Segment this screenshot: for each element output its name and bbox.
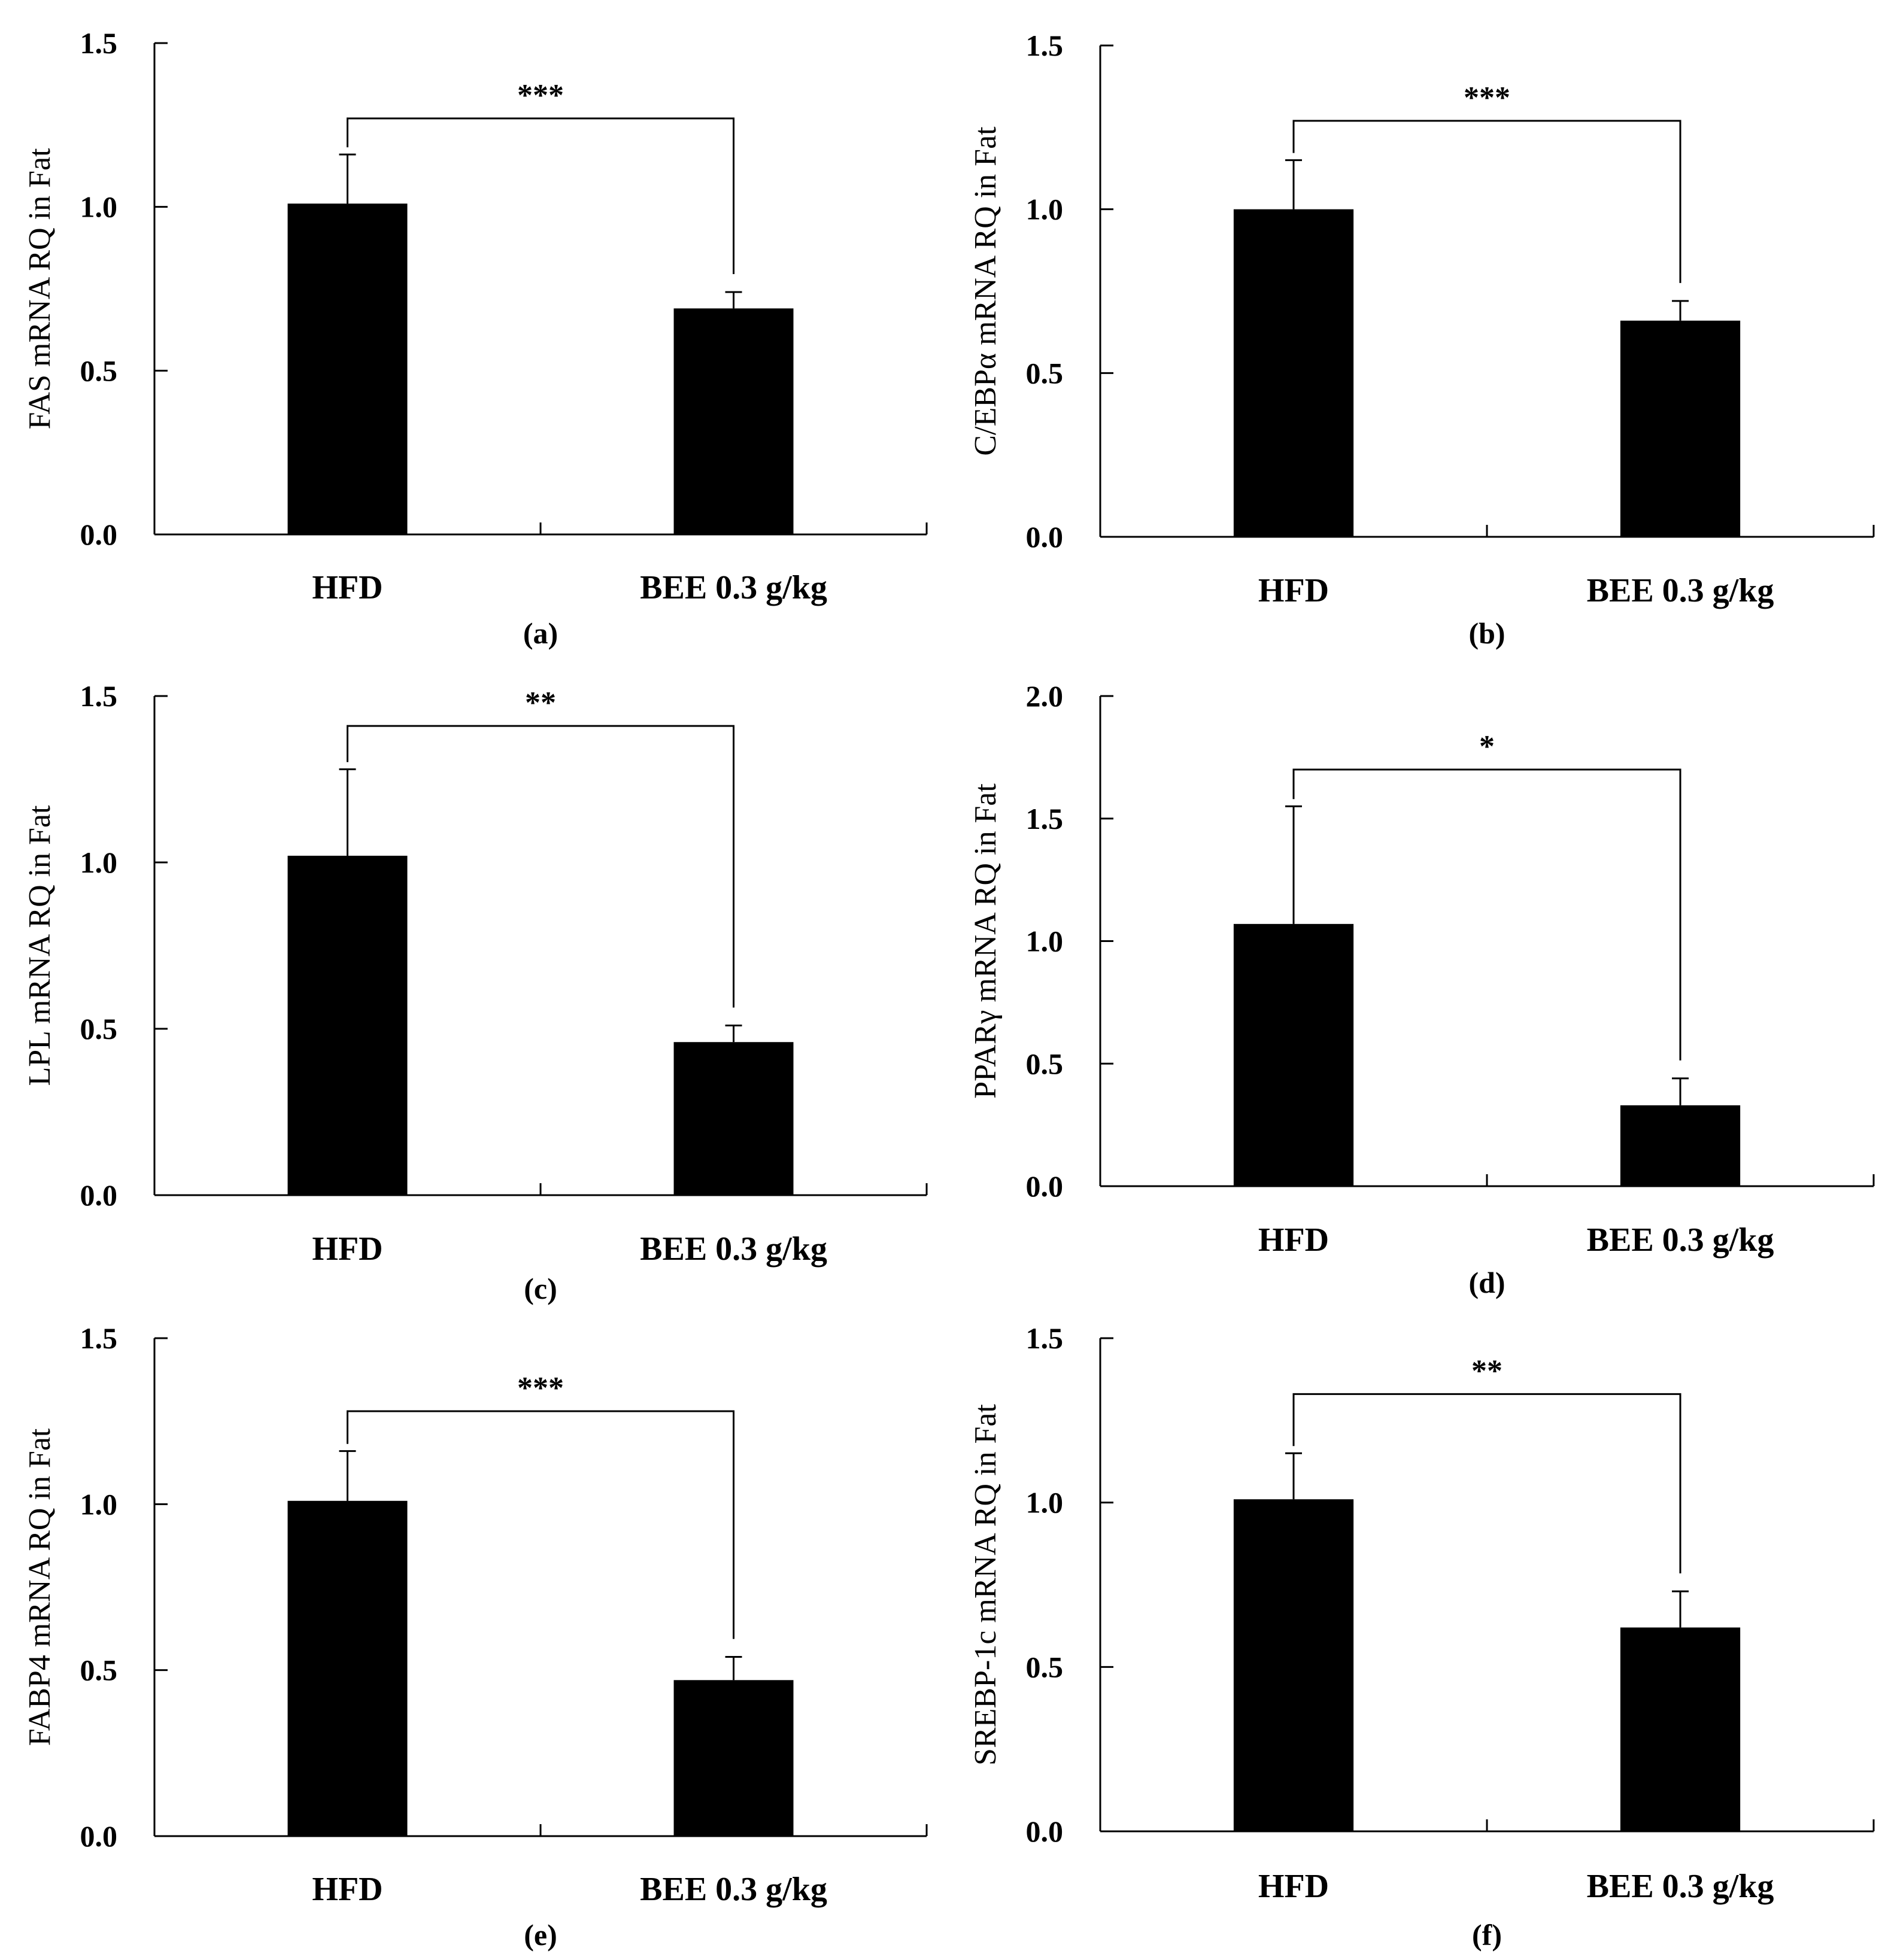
significance-bracket	[347, 1410, 734, 1639]
y-tick-label: 1.0	[80, 846, 118, 879]
significance-bracket	[347, 117, 734, 274]
category-label: BEE 0.3 g/kg	[1587, 572, 1774, 609]
y-tick-label: 2.0	[1026, 679, 1064, 713]
panel-label: (a)	[523, 616, 558, 650]
significance-bracket	[1292, 1393, 1681, 1573]
significance-bracket	[347, 725, 734, 1008]
y-tick-label: 1.5	[1026, 802, 1064, 835]
chart-panel-2: 0.0 0.5 1.0 1.5 HFD BEE 0.3 g/kg *** C/EBPα mRN…	[969, 29, 1875, 650]
bar	[1233, 923, 1354, 1186]
bar	[1233, 1499, 1354, 1831]
y-tick-label: 1.0	[80, 190, 118, 224]
chart-panel-3: 0.0 0.5 1.0 1.5 HFD BEE 0.3 g/kg ** LPL mRNA RQ…	[23, 679, 928, 1305]
significance-label: ***	[517, 1371, 564, 1405]
y-axis-label: FABP4 mRNA RQ in Fat	[23, 1428, 57, 1746]
category-label: BEE 0.3 g/kg	[1587, 1221, 1774, 1259]
y-tick-label: 0.0	[80, 518, 118, 551]
panel-label: (c)	[524, 1272, 557, 1305]
category-label: HFD	[312, 569, 383, 606]
y-tick-label: 1.0	[80, 1487, 118, 1521]
bar	[673, 308, 794, 534]
y-tick-label: 0.5	[1026, 1650, 1064, 1684]
y-axis-label: C/EBPα mRNA RQ in Fat	[969, 126, 1003, 456]
panel-label: (e)	[524, 1918, 557, 1952]
y-tick-label: 0.5	[1026, 356, 1064, 390]
chart-panel-5: 0.0 0.5 1.0 1.5 HFD BEE 0.3 g/kg *** FABP4 mRNA…	[23, 1321, 928, 1952]
y-tick-label: 1.5	[1026, 1321, 1064, 1355]
y-tick-label: 0.0	[1026, 1815, 1064, 1848]
bar	[673, 1680, 794, 1836]
y-tick-label: 0.5	[80, 1654, 118, 1687]
panel-label: (d)	[1468, 1266, 1505, 1299]
category-label: BEE 0.3 g/kg	[640, 1871, 827, 1908]
y-tick-label: 0.5	[80, 354, 118, 387]
significance-bracket	[1292, 120, 1681, 283]
bar	[1620, 1105, 1741, 1186]
significance-label: **	[525, 686, 556, 720]
significance-label: *	[1479, 730, 1495, 764]
bar	[287, 855, 408, 1195]
y-tick-label: 1.0	[1026, 193, 1064, 226]
chart-panel-1: 0.0 0.5 1.0 1.5 HFD BEE 0.3 g/kg *** FAS mRNA R…	[23, 26, 928, 650]
y-tick-label: 1.5	[1026, 29, 1064, 62]
y-tick-label: 0.5	[80, 1012, 118, 1046]
category-label: HFD	[312, 1230, 383, 1268]
panel-label: (f)	[1472, 1918, 1502, 1952]
category-label: HFD	[1258, 1868, 1329, 1905]
y-tick-label: 1.5	[80, 26, 118, 60]
y-tick-label: 0.0	[1026, 1169, 1064, 1203]
chart-panel-4: 0.0 0.5 1.0 1.5 2.0 HFD BEE 0.3 g/kg * PPARγ mRN…	[969, 679, 1875, 1299]
y-tick-label: 0.0	[80, 1178, 118, 1212]
y-axis-label: LPL mRNA RQ in Fat	[23, 805, 57, 1086]
bar	[1233, 209, 1354, 537]
bar	[287, 203, 408, 534]
bar	[1620, 1627, 1741, 1831]
y-tick-label: 1.0	[1026, 925, 1064, 958]
y-tick-label: 0.0	[1026, 520, 1064, 554]
chart-panel-6: 0.0 0.5 1.0 1.5 HFD BEE 0.3 g/kg ** SREBP-1c mR…	[969, 1321, 1875, 1952]
significance-bracket	[1292, 768, 1681, 1060]
y-tick-label: 0.0	[80, 1819, 118, 1853]
significance-label: ***	[1464, 81, 1510, 115]
category-label: BEE 0.3 g/kg	[640, 569, 827, 606]
y-axis-label: SREBP-1c mRNA RQ in Fat	[969, 1404, 1003, 1765]
y-axis-label: FAS mRNA RQ in Fat	[23, 148, 57, 430]
significance-label: ***	[517, 78, 564, 113]
category-label: BEE 0.3 g/kg	[640, 1230, 827, 1268]
y-axis-label: PPARγ mRNA RQ in Fat	[969, 783, 1003, 1099]
y-tick-label: 1.5	[80, 679, 118, 713]
bar	[673, 1042, 794, 1195]
category-label: BEE 0.3 g/kg	[1587, 1868, 1774, 1905]
category-label: HFD	[312, 1871, 383, 1908]
y-tick-label: 0.5	[1026, 1047, 1064, 1080]
category-label: HFD	[1258, 572, 1329, 609]
significance-label: **	[1471, 1354, 1503, 1388]
category-label: HFD	[1258, 1221, 1329, 1259]
bar	[1620, 320, 1741, 537]
y-tick-label: 1.5	[80, 1321, 118, 1355]
bar	[287, 1500, 408, 1836]
y-tick-label: 1.0	[1026, 1486, 1064, 1520]
panel-label: (b)	[1468, 616, 1505, 650]
